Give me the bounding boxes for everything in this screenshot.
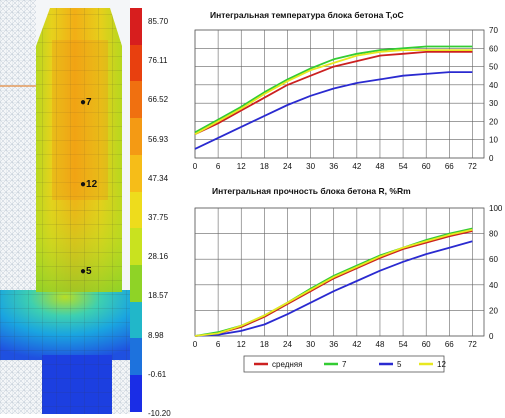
x-tick-label: 54 [399,340,408,349]
color-scale-label: 18.57 [148,291,169,301]
color-scale-segment [130,81,142,119]
plot-area [194,207,485,337]
x-tick-label: 24 [283,162,292,171]
temperature-chart-title: Интегральная температура блока бетона T,… [210,10,404,20]
x-tick-label: 6 [216,340,221,349]
color-scale-label: 47.34 [148,173,169,183]
x-tick-label: 36 [329,162,338,171]
color-scale-segment [130,118,142,155]
y-tick-label: 100 [489,204,503,213]
series-line-средняя [194,51,473,136]
series-line-12 [194,49,473,135]
x-tick-label: 12 [237,162,246,171]
y-tick-label: 80 [489,230,498,239]
color-scale-label: 66.52 [148,95,169,105]
x-tick-label: 72 [468,340,477,349]
point-marker-7: ●7 [80,97,92,108]
legend-label: 7 [342,360,347,369]
color-scale-segment [130,301,142,339]
y-tick-label: 40 [489,281,498,290]
y-tick-label: 70 [489,26,498,35]
y-tick-label: 60 [489,255,498,264]
series-line-5 [194,240,473,337]
fe-model [0,0,130,414]
y-tick-label: 60 [489,44,498,53]
x-tick-label: 48 [376,162,385,171]
x-tick-label: 6 [216,162,221,171]
color-scale-label: 28.16 [148,252,169,262]
x-tick-label: 48 [376,340,385,349]
color-scale-segment [130,265,142,302]
legend-label: 12 [437,360,446,369]
charts-area: 0 6 12 18 24 30 36 42 48 54 60 66 720102030405060700… [193,26,503,373]
x-tick-label: 42 [352,340,361,349]
x-tick-label: 60 [422,162,431,171]
y-tick-label: 20 [489,117,498,126]
x-tick-label: 72 [468,162,477,171]
y-tick-label: 20 [489,306,498,315]
series-line-5 [194,71,473,150]
legend-label: средняя [272,360,302,369]
x-tick-label: 0 [193,162,198,171]
x-tick-label: 24 [283,340,292,349]
color-scale-segment [130,338,142,376]
color-scale-bar [130,8,142,412]
legend-box [243,355,445,373]
series-line-7 [194,45,473,134]
x-tick-label: 30 [306,162,315,171]
series-line-12 [194,228,473,337]
x-tick-label: 60 [422,340,431,349]
y-tick-label: 0 [489,154,494,163]
y-tick-label: 10 [489,136,498,145]
x-tick-label: 54 [399,162,408,171]
y-tick-label: 50 [489,63,498,72]
strength-chart-title: Интегральная прочность блока бетона R, %… [212,186,411,196]
color-scale-label: -0.61 [148,369,167,379]
y-tick-label: 0 [489,332,494,341]
x-tick-label: 18 [260,162,269,171]
x-tick-label: 30 [306,340,315,349]
y-tick-label: 30 [489,99,498,108]
color-scale-label: 37.75 [148,213,169,222]
color-scale-label: 56.93 [148,134,169,144]
color-scale-label: 8.98 [148,330,164,340]
x-tick-label: 0 [193,340,198,349]
y-tick-label: 40 [489,81,498,90]
x-tick-label: 36 [329,340,338,349]
color-scale-segment [130,154,142,192]
legend-label: 5 [397,360,402,369]
color-scale-segment [130,375,142,412]
color-scale-segment [130,8,142,45]
color-scale-segment [130,228,142,266]
x-tick-label: 66 [445,162,454,171]
color-scale-label: 85.70 [148,17,169,26]
color-scale-segment [130,44,142,82]
point-marker-5: ●5 [80,266,92,277]
x-tick-label: 42 [352,162,361,171]
series-line-средняя [194,230,473,337]
point-marker-12: ●12 [80,179,98,190]
x-tick-label: 12 [237,340,246,349]
color-scale-label: 76.11 [148,56,168,66]
x-tick-label: 66 [445,340,454,349]
color-scale-segment [130,191,142,229]
x-tick-label: 18 [260,340,269,349]
